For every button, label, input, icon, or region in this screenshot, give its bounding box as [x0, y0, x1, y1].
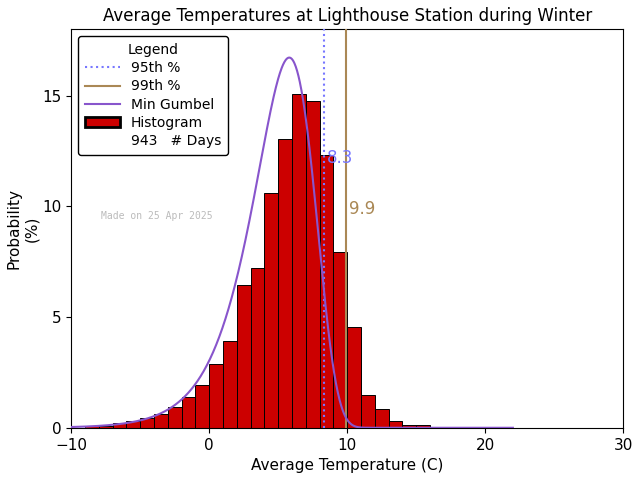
Bar: [251, 268, 264, 428]
Bar: [292, 95, 306, 428]
Bar: [278, 139, 292, 428]
Bar: [182, 397, 195, 428]
Bar: [306, 101, 319, 428]
Bar: [348, 327, 361, 428]
Bar: [154, 414, 168, 428]
Bar: [403, 425, 416, 428]
Bar: [168, 407, 182, 428]
Bar: [319, 156, 333, 428]
Legend: 95th %, 99th %, Min Gumbel, Histogram, 943   # Days: 95th %, 99th %, Min Gumbel, Histogram, 9…: [78, 36, 228, 155]
Bar: [113, 423, 126, 428]
Text: 8.3: 8.3: [326, 149, 353, 167]
Bar: [237, 285, 251, 428]
Bar: [209, 364, 223, 428]
Bar: [85, 426, 99, 428]
Bar: [388, 420, 403, 428]
Title: Average Temperatures at Lighthouse Station during Winter: Average Temperatures at Lighthouse Stati…: [102, 7, 592, 25]
Bar: [99, 426, 113, 428]
Bar: [126, 420, 140, 428]
Bar: [361, 395, 375, 428]
Bar: [223, 340, 237, 428]
Text: Made on 25 Apr 2025: Made on 25 Apr 2025: [102, 211, 213, 221]
Bar: [264, 193, 278, 428]
Bar: [416, 425, 430, 428]
Y-axis label: Probability
(%): Probability (%): [7, 188, 39, 269]
Text: 9.9: 9.9: [349, 200, 375, 217]
Bar: [333, 252, 348, 428]
Bar: [195, 385, 209, 428]
Bar: [375, 409, 388, 428]
Bar: [140, 418, 154, 428]
X-axis label: Average Temperature (C): Average Temperature (C): [251, 458, 444, 473]
